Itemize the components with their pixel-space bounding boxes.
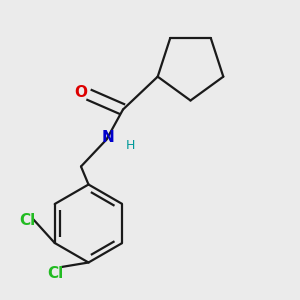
Text: Cl: Cl (47, 266, 64, 280)
Text: O: O (74, 85, 88, 100)
Text: N: N (102, 130, 114, 146)
Text: Cl: Cl (19, 213, 35, 228)
Text: H: H (126, 139, 135, 152)
